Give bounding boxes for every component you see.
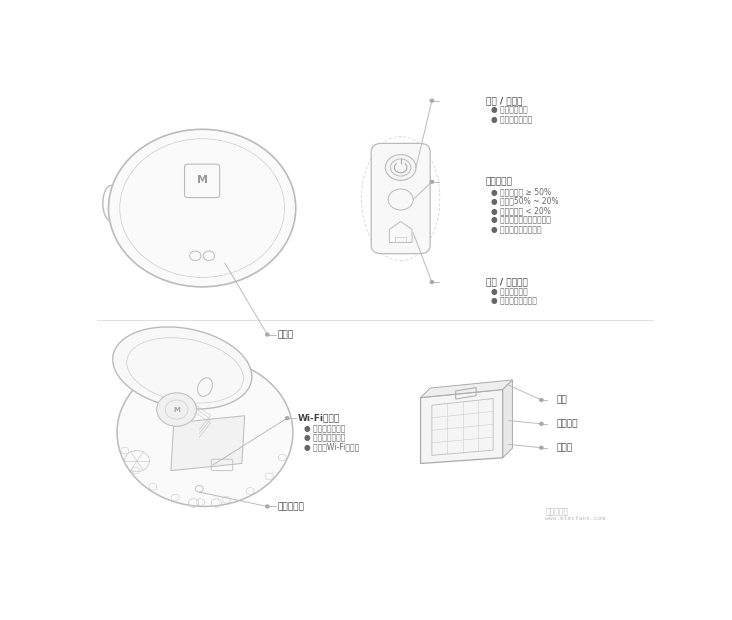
- Text: M: M: [173, 407, 180, 412]
- Circle shape: [430, 99, 433, 102]
- Circle shape: [430, 281, 433, 283]
- Text: 滤网: 滤网: [557, 396, 567, 404]
- Text: 系统重置键: 系统重置键: [277, 502, 305, 511]
- Text: M: M: [197, 175, 208, 185]
- Circle shape: [539, 446, 543, 449]
- Circle shape: [285, 417, 289, 420]
- Text: 尘盒盖: 尘盒盖: [557, 443, 573, 452]
- Circle shape: [108, 130, 296, 287]
- Ellipse shape: [113, 327, 252, 409]
- Circle shape: [539, 399, 543, 401]
- Circle shape: [117, 358, 293, 507]
- Text: ● 红色快闪：故障状态: ● 红色快闪：故障状态: [491, 225, 542, 234]
- Circle shape: [266, 333, 269, 336]
- Text: ● 快闪：正在连接: ● 快闪：正在连接: [305, 433, 346, 442]
- Text: ● 长按启动局部清扫: ● 长按启动局部清扫: [491, 296, 537, 306]
- Circle shape: [266, 505, 269, 508]
- Polygon shape: [171, 416, 244, 471]
- Text: 掀盖口: 掀盖口: [277, 330, 294, 339]
- Text: ● 长按开机或关机: ● 长按开机或关机: [491, 115, 533, 124]
- Text: 回充 / 局部清扫: 回充 / 局部清扫: [486, 278, 528, 286]
- FancyBboxPatch shape: [371, 143, 430, 254]
- Text: Wi-Fi指示灯: Wi-Fi指示灯: [297, 414, 340, 423]
- Text: ● 白色：电量 ≥ 50%: ● 白色：电量 ≥ 50%: [491, 187, 552, 196]
- Text: ● 长亮：Wi-Fi已连接: ● 长亮：Wi-Fi已连接: [305, 442, 359, 451]
- Text: ● 慢闪：等待连接: ● 慢闪：等待连接: [305, 424, 346, 433]
- Polygon shape: [421, 389, 503, 464]
- Text: 尘盒卡扣: 尘盒卡扣: [557, 419, 578, 428]
- Text: 环形指示灯: 环形指示灯: [486, 177, 512, 187]
- Text: 清扫 / 开关机: 清扫 / 开关机: [486, 96, 522, 105]
- Text: www.elecfans.com: www.elecfans.com: [545, 516, 605, 521]
- Text: ● 黄色：50% ~ 20%: ● 黄色：50% ~ 20%: [491, 197, 559, 205]
- Polygon shape: [421, 380, 512, 397]
- Text: ● 呼吸闪烁：充电或启动中: ● 呼吸闪烁：充电或启动中: [491, 216, 551, 224]
- Circle shape: [430, 180, 433, 184]
- Text: ● 短按启动清扫: ● 短按启动清扫: [491, 105, 529, 115]
- Circle shape: [385, 154, 416, 180]
- Circle shape: [539, 422, 543, 425]
- Polygon shape: [503, 380, 512, 458]
- Circle shape: [157, 393, 196, 426]
- Text: ● 短按启动回充: ● 短按启动回充: [491, 287, 529, 296]
- Text: 电子发烧友: 电子发烧友: [545, 507, 569, 516]
- Text: ● 红色：电量 < 20%: ● 红色：电量 < 20%: [491, 206, 551, 215]
